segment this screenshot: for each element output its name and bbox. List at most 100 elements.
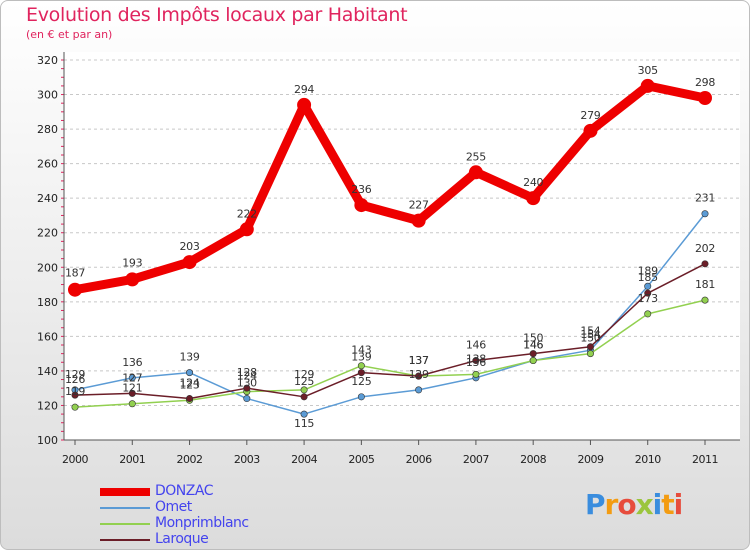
data-label: 143 <box>351 344 371 357</box>
data-label: 139 <box>351 351 371 364</box>
plot-area <box>64 52 740 440</box>
data-label: 126 <box>65 373 85 386</box>
x-tick-label: 2001 <box>119 453 145 466</box>
data-point <box>468 165 483 180</box>
data-label: 227 <box>409 199 429 212</box>
y-tick-label: 260 <box>37 158 58 171</box>
data-label: 202 <box>695 242 715 255</box>
data-point <box>125 272 140 287</box>
data-point <box>71 391 79 399</box>
chart-title: Evolution des Impôts locaux par Habitant <box>26 4 408 26</box>
data-point <box>583 123 598 138</box>
series-line-donzac <box>70 81 710 295</box>
data-label: 181 <box>695 278 715 291</box>
data-point <box>68 282 82 297</box>
data-label: 128 <box>237 366 257 379</box>
data-point <box>128 374 136 382</box>
data-point <box>701 210 709 218</box>
legend-swatch <box>100 523 150 525</box>
data-label: 240 <box>523 176 543 189</box>
data-label: 125 <box>294 375 314 388</box>
y-tick-label: 120 <box>37 399 58 412</box>
logo-letter: i <box>673 488 684 521</box>
data-point <box>415 372 423 380</box>
legend-item-donzac: DONZAC <box>100 483 320 500</box>
data-point <box>701 296 709 304</box>
legend-swatch <box>100 507 150 509</box>
y-tick-label: 240 <box>37 192 58 205</box>
data-label: 124 <box>237 370 257 383</box>
data-label: 136 <box>122 356 142 369</box>
data-label: 193 <box>122 256 142 269</box>
legend-swatch <box>100 539 150 541</box>
legend-label: DONZAC <box>155 483 213 499</box>
data-point <box>239 222 254 237</box>
logo-letter: t <box>661 488 674 521</box>
data-label: 305 <box>638 64 658 77</box>
logo-letter: P <box>585 488 606 521</box>
data-point <box>182 255 197 270</box>
data-point <box>357 362 365 370</box>
logo-letter: i <box>652 488 663 521</box>
chart-subtitle: (en € et par an) <box>26 28 113 41</box>
data-label: 187 <box>65 267 85 280</box>
data-label: 231 <box>695 192 715 205</box>
x-tick-label: 2011 <box>692 453 718 466</box>
data-point <box>526 191 541 206</box>
data-label: 115 <box>294 417 314 430</box>
data-point <box>586 343 594 351</box>
data-point <box>243 384 251 392</box>
data-point <box>71 403 79 411</box>
data-label: 136 <box>466 356 486 369</box>
y-tick-label: 140 <box>37 365 58 378</box>
x-tick-label: 2004 <box>291 453 317 466</box>
data-label: 236 <box>351 183 371 196</box>
y-tick-label: 100 <box>37 434 58 447</box>
data-point <box>186 395 194 403</box>
data-point <box>128 400 136 408</box>
logo-letter: x <box>635 488 654 521</box>
data-point <box>357 393 365 401</box>
data-label: 189 <box>638 264 658 277</box>
data-label: 185 <box>638 271 658 284</box>
series-line-laroque <box>74 263 706 400</box>
data-point <box>644 289 652 297</box>
logo-letter: o <box>617 488 636 521</box>
y-tick-label: 320 <box>37 54 58 67</box>
x-tick-label: 2009 <box>577 453 603 466</box>
data-point <box>128 389 136 397</box>
data-point <box>701 260 709 268</box>
data-point <box>297 97 312 112</box>
data-point <box>529 357 537 365</box>
x-tick-label: 2006 <box>406 453 432 466</box>
legend-swatch <box>100 488 150 496</box>
data-label: 129 <box>409 368 429 381</box>
y-tick-label: 180 <box>37 296 58 309</box>
x-tick-label: 2010 <box>635 453 661 466</box>
legend-item-omet: Omet <box>100 499 320 516</box>
legend-label: Omet <box>155 499 192 515</box>
data-point <box>243 395 251 403</box>
data-point <box>300 386 308 394</box>
data-point <box>300 410 308 418</box>
data-label: 125 <box>351 375 371 388</box>
proxiti-logo: Proxiti <box>585 488 684 521</box>
data-label: 137 <box>409 354 429 367</box>
data-point <box>472 370 480 378</box>
data-label: 146 <box>466 339 486 352</box>
data-label: 124 <box>179 377 199 390</box>
series-line-omet <box>74 212 706 415</box>
data-point <box>411 213 426 228</box>
x-tick-label: 2007 <box>463 453 489 466</box>
data-point <box>186 369 194 377</box>
data-label: 173 <box>638 292 658 305</box>
y-tick-label: 200 <box>37 261 58 274</box>
data-label: 130 <box>237 377 257 390</box>
data-label: 255 <box>466 150 486 163</box>
y-tick-label: 300 <box>37 89 58 102</box>
data-label: 123 <box>179 378 199 391</box>
legend-item-monprimblanc: Monprimblanc <box>100 515 320 532</box>
data-label: 137 <box>409 354 429 367</box>
data-label: 129 <box>294 368 314 381</box>
